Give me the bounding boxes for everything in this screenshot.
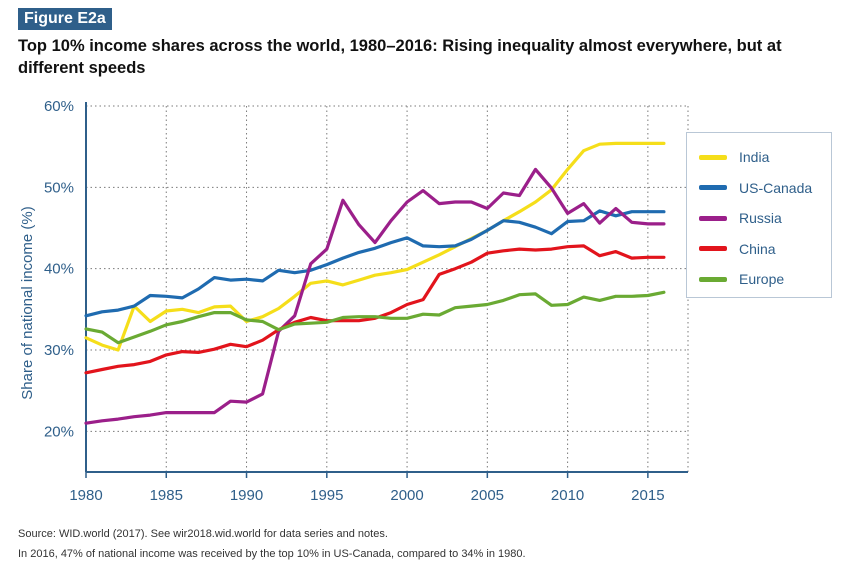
grid-layer xyxy=(86,105,689,472)
legend-swatch xyxy=(699,185,727,190)
legend-item-china: China xyxy=(699,239,776,259)
legend-swatch xyxy=(699,215,727,221)
x-tick-label: 2000 xyxy=(390,487,423,504)
x-tick-label: 1995 xyxy=(310,487,343,504)
x-tick-label: 2010 xyxy=(551,487,584,504)
y-tick-label: 30% xyxy=(44,342,74,359)
source-note: Source: WID.world (2017). See wir2018.wi… xyxy=(18,528,388,540)
legend-item-russia: Russia xyxy=(699,208,782,228)
series-layer xyxy=(84,141,666,425)
legend-label: Europe xyxy=(739,271,785,287)
legend: India US-Canada Russia China Europe xyxy=(686,132,832,298)
x-tick-label: 1980 xyxy=(69,487,102,504)
series-line-us-canada xyxy=(84,209,666,318)
axis-layer: 20% 30% 40% 50% 60% 1980 1985 1990 1995 2000 2005 2… xyxy=(44,98,688,504)
legend-swatch xyxy=(699,246,727,251)
figure-label: Figure E2a xyxy=(18,8,112,30)
y-tick-label: 50% xyxy=(44,179,74,196)
legend-label: China xyxy=(739,240,776,257)
legend-swatch xyxy=(699,276,727,282)
footnote: In 2016, 47% of national income was rece… xyxy=(18,548,526,560)
y-tick-label: 40% xyxy=(44,261,74,278)
series-line-india xyxy=(84,141,666,352)
chart-title: Top 10% income shares across the world, … xyxy=(18,37,782,77)
legend-label: Russia xyxy=(739,210,782,226)
legend-item-india: India xyxy=(699,147,769,167)
x-tick-label: 1985 xyxy=(150,487,183,504)
x-tick-label: 2015 xyxy=(631,487,664,504)
x-tick-label: 1990 xyxy=(230,487,263,504)
series-line-europe xyxy=(84,290,666,345)
line-chart: 20% 30% 40% 50% 60% 1980 1985 1990 1995 2000 2005 2… xyxy=(19,98,689,504)
x-tick-label: 2005 xyxy=(471,487,504,504)
legend-label: India xyxy=(739,149,770,165)
y-axis-title: Share of national income (%) xyxy=(19,206,36,399)
legend-swatch xyxy=(699,154,727,160)
legend-label: US-Canada xyxy=(739,179,813,196)
y-tick-label: 20% xyxy=(44,423,74,440)
legend-item-us-canada: US-Canada xyxy=(699,178,812,198)
series-line-russia xyxy=(84,167,666,425)
y-tick-label: 60% xyxy=(44,98,74,115)
legend-item-europe: Europe xyxy=(699,269,784,289)
